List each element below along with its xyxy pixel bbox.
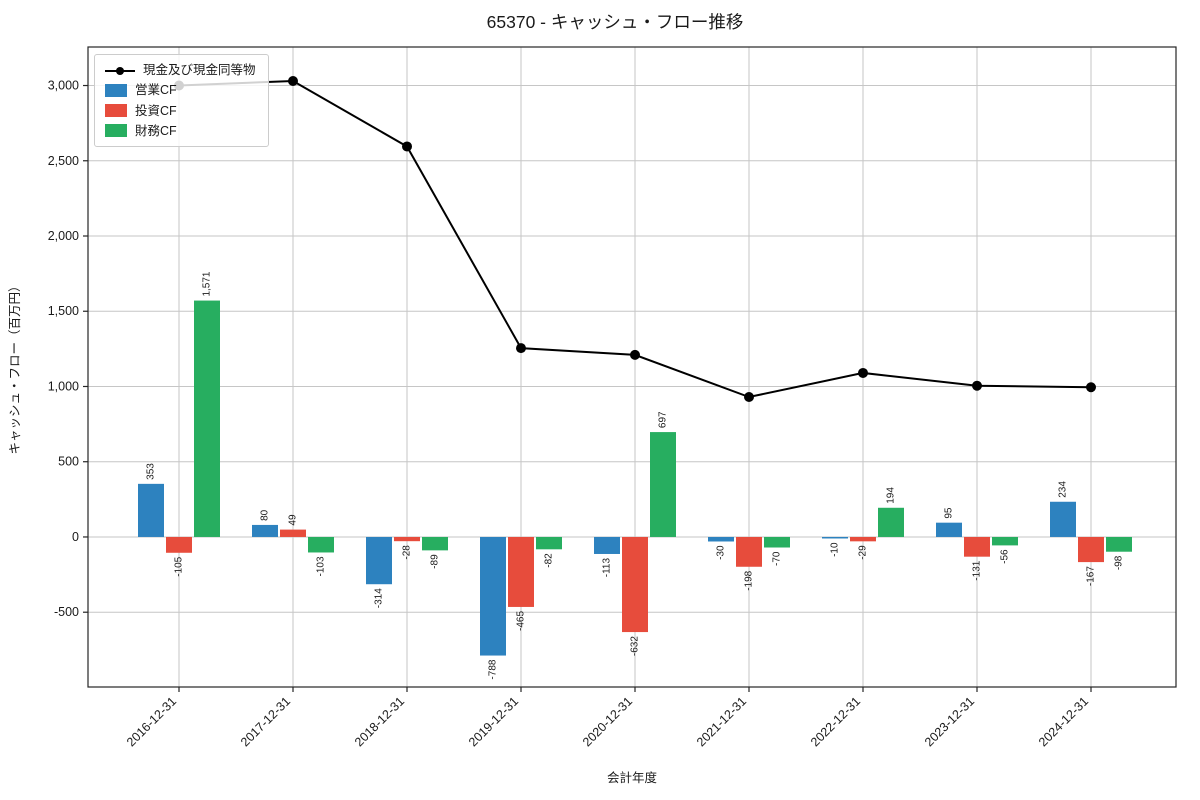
bar-value-label: 1,571: [202, 271, 213, 296]
bar-投資CF: [622, 536, 648, 633]
bar-営業CF: [708, 536, 734, 542]
bar-営業CF: [822, 536, 848, 539]
legend-label: 投資CF: [135, 103, 177, 118]
bar-value-label: 697: [658, 411, 669, 428]
bar-財務CF: [308, 536, 334, 553]
bar-value-label: -29: [858, 545, 869, 560]
bar-営業CF: [1050, 501, 1076, 537]
bar-value-label: -105: [174, 556, 185, 576]
bar-財務CF: [194, 300, 220, 537]
bar-営業CF: [936, 522, 962, 537]
bar-財務CF: [1106, 536, 1132, 552]
bar-営業CF: [480, 536, 506, 656]
x-tick-label: 2019-12-31: [466, 694, 521, 749]
bar-営業CF: [138, 483, 164, 537]
bar-value-label: -465: [516, 611, 527, 631]
y-tick-label: 1,500: [48, 304, 79, 318]
x-tick-label: 2024-12-31: [1036, 694, 1091, 749]
bar-投資CF: [736, 536, 762, 567]
bar-value-label: 194: [886, 487, 897, 504]
y-tick-label: 3,000: [48, 79, 79, 93]
bar-value-label: 234: [1058, 481, 1069, 498]
bar-value-label: -98: [1114, 555, 1125, 570]
bar-value-label: -788: [488, 659, 499, 679]
bar-value-label: -131: [972, 560, 983, 580]
legend-item-投資CF: 投資CF: [105, 103, 256, 119]
bar-財務CF: [650, 432, 676, 537]
x-tick-label: 2021-12-31: [694, 694, 749, 749]
x-tick-label: 2023-12-31: [922, 694, 977, 749]
bar-value-label: -89: [430, 554, 441, 569]
bar-value-label: -82: [544, 553, 555, 568]
cash-line-marker: [516, 343, 526, 354]
legend-item-営業CF: 営業CF: [105, 82, 256, 98]
bar-value-label: -632: [630, 636, 641, 656]
bar-value-label: -113: [602, 558, 613, 578]
bar-value-label: -198: [744, 570, 755, 590]
chart-legend: 現金及び現金同等物営業CF 投資CF 財務CF: [94, 54, 269, 147]
legend-item-財務CF: 財務CF: [105, 123, 256, 139]
bar-value-label: 353: [146, 463, 157, 480]
legend-color-swatch: [105, 83, 127, 97]
legend-color-swatch: [105, 124, 127, 138]
legend-label: 現金及び現金同等物: [143, 63, 256, 77]
cash-line-marker: [858, 367, 868, 378]
cash-line-marker: [1086, 382, 1096, 393]
bar-財務CF: [878, 507, 904, 537]
y-tick-label: 2,500: [48, 154, 79, 168]
bar-value-label: 95: [944, 507, 955, 519]
bar-投資CF: [850, 536, 876, 542]
bar-投資CF: [964, 536, 990, 557]
bar-財務CF: [764, 536, 790, 548]
bar-財務CF: [536, 536, 562, 550]
bar-財務CF: [422, 536, 448, 551]
bar-value-label: -30: [716, 545, 727, 560]
x-tick-label: 2022-12-31: [808, 694, 863, 749]
y-tick-label: 0: [72, 530, 79, 544]
cash-line-marker: [402, 141, 412, 152]
cash-line-marker: [972, 380, 982, 391]
cash-line-marker: [630, 349, 640, 360]
bar-value-label: -167: [1086, 566, 1097, 586]
x-axis-label: 会計年度: [607, 770, 658, 785]
y-tick-label: 2,000: [48, 229, 79, 243]
bar-value-label: -70: [772, 551, 783, 566]
bar-value-label: -314: [374, 588, 385, 608]
bar-投資CF: [508, 536, 534, 607]
bar-財務CF: [992, 536, 1018, 546]
bar-投資CF: [280, 529, 306, 537]
line-marker-sample-icon: [105, 64, 135, 77]
bar-value-label: 80: [260, 509, 271, 521]
legend-item-cash: 現金及び現金同等物: [105, 62, 256, 78]
cash-line-marker: [744, 392, 754, 403]
x-tick-label: 2020-12-31: [580, 694, 635, 749]
legend-label: 営業CF: [135, 83, 177, 98]
y-tick-label: 500: [58, 455, 79, 469]
bar-value-label: -10: [830, 542, 841, 557]
plot-frame: [87, 46, 1177, 688]
bar-value-label: 49: [288, 514, 299, 526]
bar-value-label: -103: [316, 556, 327, 576]
legend-label: 財務CF: [135, 123, 177, 138]
legend-color-swatch: [105, 104, 127, 118]
bar-投資CF: [166, 536, 192, 553]
bar-営業CF: [366, 536, 392, 585]
bar-value-label: -28: [402, 545, 413, 560]
bar-営業CF: [594, 536, 620, 554]
bar-value-label: -56: [1000, 549, 1011, 564]
chart-title: 65370 - キャッシュ・フロー推移: [487, 12, 744, 32]
y-tick-label: -500: [54, 605, 79, 619]
x-tick-label: 2016-12-31: [124, 694, 179, 749]
x-tick-label: 2017-12-31: [238, 694, 293, 749]
bar-投資CF: [394, 536, 420, 542]
cash-line-marker: [288, 76, 298, 87]
bar-投資CF: [1078, 536, 1104, 563]
y-axis-label: キャッシュ・フロー（百万円）: [8, 279, 22, 454]
y-tick-label: 1,000: [48, 379, 79, 393]
x-tick-label: 2018-12-31: [352, 694, 407, 749]
bar-営業CF: [252, 524, 278, 537]
